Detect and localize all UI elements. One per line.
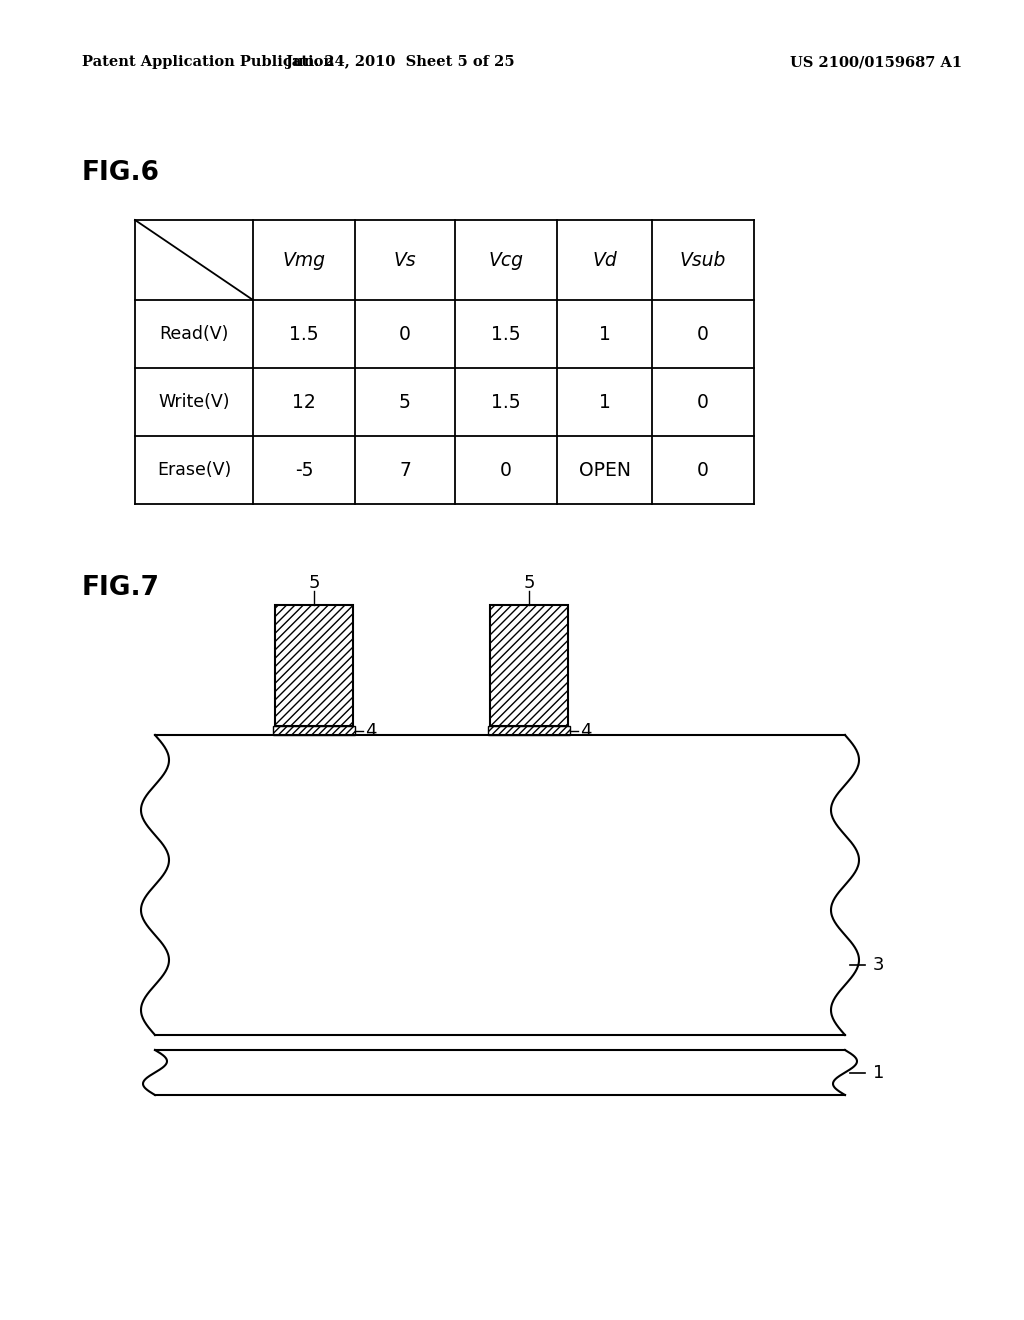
Text: 5: 5 <box>308 574 319 591</box>
Text: 0: 0 <box>399 325 411 343</box>
Text: Vsub: Vsub <box>680 251 726 269</box>
Text: 5: 5 <box>523 574 535 591</box>
Text: 4: 4 <box>365 722 377 739</box>
Text: 1.5: 1.5 <box>289 325 318 343</box>
Text: Write(V): Write(V) <box>159 393 229 411</box>
Text: Patent Application Publication: Patent Application Publication <box>82 55 334 69</box>
Text: 0: 0 <box>697 325 709 343</box>
Text: Read(V): Read(V) <box>160 325 228 343</box>
Text: Erase(V): Erase(V) <box>157 461 231 479</box>
Text: 1.5: 1.5 <box>492 392 521 412</box>
Text: 12: 12 <box>292 392 315 412</box>
Text: -5: -5 <box>295 461 313 479</box>
Text: 7: 7 <box>399 461 411 479</box>
Text: 1: 1 <box>873 1064 885 1081</box>
Text: 1.5: 1.5 <box>492 325 521 343</box>
Text: 3: 3 <box>873 956 885 974</box>
Bar <box>273 726 355 735</box>
Text: 1: 1 <box>599 392 610 412</box>
Bar <box>275 605 353 726</box>
Text: Vmg: Vmg <box>283 251 326 269</box>
Text: FIG.6: FIG.6 <box>82 160 160 186</box>
Text: Vd: Vd <box>592 251 616 269</box>
Bar <box>490 605 568 726</box>
Text: OPEN: OPEN <box>579 461 631 479</box>
Text: FIG.7: FIG.7 <box>82 576 160 601</box>
Text: 5: 5 <box>399 392 411 412</box>
Text: 1: 1 <box>599 325 610 343</box>
Text: 4: 4 <box>580 722 592 739</box>
Text: 0: 0 <box>697 461 709 479</box>
Text: 0: 0 <box>697 392 709 412</box>
Text: US 2100/0159687 A1: US 2100/0159687 A1 <box>790 55 963 69</box>
Text: Vs: Vs <box>393 251 417 269</box>
Text: Vcg: Vcg <box>488 251 523 269</box>
Text: Jun. 24, 2010  Sheet 5 of 25: Jun. 24, 2010 Sheet 5 of 25 <box>286 55 514 69</box>
Text: 0: 0 <box>500 461 512 479</box>
Bar <box>488 726 570 735</box>
